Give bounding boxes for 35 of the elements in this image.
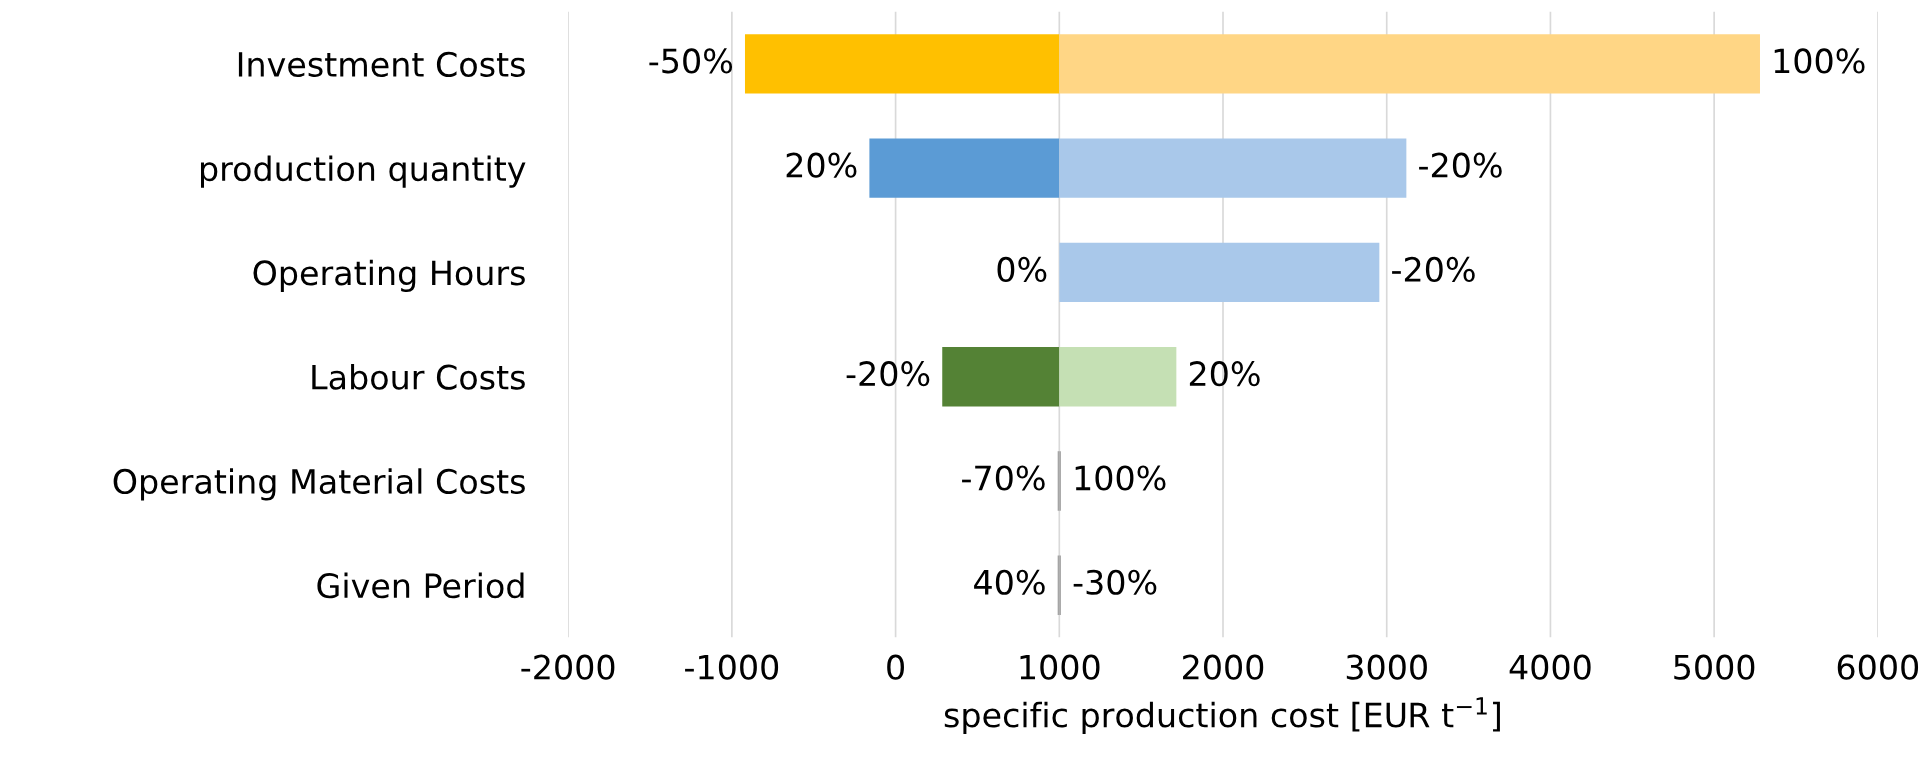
y-tick-label: Labour Costs bbox=[312, 364, 525, 390]
annotation: -20% bbox=[1419, 152, 1502, 178]
x-tick-label: 1000 bbox=[1020, 654, 1100, 680]
bar bbox=[1059, 346, 1177, 407]
annotation: 100% bbox=[1774, 48, 1865, 74]
y-tick-label: Investment Costs bbox=[238, 51, 525, 77]
x-tick-label: 4000 bbox=[1509, 654, 1591, 680]
bar bbox=[1059, 242, 1380, 303]
annotation: -20% bbox=[1392, 256, 1475, 283]
annotation: -30% bbox=[1073, 569, 1157, 595]
x-tick-label: 6000 bbox=[1837, 654, 1919, 680]
x-tick-label: 5000 bbox=[1674, 654, 1755, 680]
bar bbox=[942, 346, 1060, 407]
bar bbox=[1059, 138, 1407, 198]
annotation: 20% bbox=[786, 152, 857, 178]
y-tick-label: production quantity bbox=[201, 155, 526, 188]
annotation: 20% bbox=[1189, 361, 1260, 387]
x-tick-label: 2000 bbox=[1183, 654, 1264, 680]
annotation: 0% bbox=[997, 256, 1047, 283]
annotation: -20% bbox=[846, 361, 930, 387]
annotation: 40% bbox=[974, 569, 1045, 595]
annotation: 100% bbox=[1075, 465, 1166, 491]
y-tick-label: Given Period bbox=[317, 572, 524, 599]
y-tick-label: Operating Material Costs bbox=[113, 468, 525, 501]
x-tick-label: 0 bbox=[887, 654, 904, 680]
annotation: -50% bbox=[649, 48, 733, 74]
x-tick-label: -2000 bbox=[521, 654, 615, 680]
bar bbox=[869, 138, 1060, 198]
annotation: -70% bbox=[962, 465, 1045, 491]
bar bbox=[744, 34, 1060, 94]
x-axis-title: specific production cost [EUR t$^{−1}$] bbox=[944, 697, 1500, 735]
y-tick-label: Operating Hours bbox=[253, 259, 525, 292]
bar bbox=[1059, 34, 1760, 94]
x-tick-label: 3000 bbox=[1346, 654, 1427, 680]
x-tick-label: -1000 bbox=[685, 654, 779, 680]
